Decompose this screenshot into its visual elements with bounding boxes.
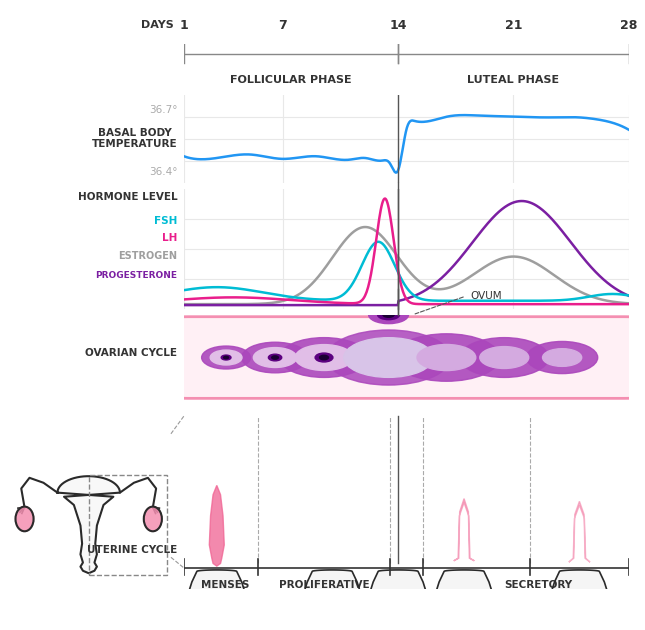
Polygon shape xyxy=(366,570,430,609)
Ellipse shape xyxy=(210,350,242,365)
Polygon shape xyxy=(210,486,224,566)
Ellipse shape xyxy=(221,355,231,360)
FancyBboxPatch shape xyxy=(170,317,642,398)
Ellipse shape xyxy=(15,507,34,531)
Ellipse shape xyxy=(295,345,353,370)
Text: HORMONE LEVEL: HORMONE LEVEL xyxy=(78,192,177,202)
Ellipse shape xyxy=(377,310,399,319)
Polygon shape xyxy=(569,501,590,562)
Ellipse shape xyxy=(417,345,476,370)
Polygon shape xyxy=(184,570,249,609)
Text: LUTEAL PHASE: LUTEAL PHASE xyxy=(468,74,560,84)
Ellipse shape xyxy=(393,334,500,381)
Ellipse shape xyxy=(542,348,582,367)
Polygon shape xyxy=(300,570,364,609)
Text: FOLLICULAR PHASE: FOLLICULAR PHASE xyxy=(230,74,352,84)
Ellipse shape xyxy=(383,312,394,318)
Text: LH: LH xyxy=(162,233,177,243)
Text: DAYS: DAYS xyxy=(141,20,174,30)
Ellipse shape xyxy=(315,353,333,362)
Text: PROGESTERONE: PROGESTERONE xyxy=(95,271,177,280)
Text: OVARIAN CYCLE: OVARIAN CYCLE xyxy=(85,348,177,358)
Text: PROLIFERATIVE: PROLIFERATIVE xyxy=(279,580,369,590)
Text: 14: 14 xyxy=(390,19,407,32)
Text: SECRETORY: SECRETORY xyxy=(504,580,572,590)
Polygon shape xyxy=(57,476,120,573)
Text: BASAL BODY
TEMPERATURE: BASAL BODY TEMPERATURE xyxy=(92,128,177,149)
Text: OVUM: OVUM xyxy=(470,291,502,301)
Text: 7: 7 xyxy=(279,19,287,32)
Ellipse shape xyxy=(326,330,451,385)
Polygon shape xyxy=(454,499,474,561)
Ellipse shape xyxy=(319,355,328,360)
Ellipse shape xyxy=(242,342,308,373)
Text: MENSES: MENSES xyxy=(201,580,249,590)
Text: 36.4°: 36.4° xyxy=(149,167,177,177)
Ellipse shape xyxy=(268,354,282,361)
Polygon shape xyxy=(547,570,612,609)
Ellipse shape xyxy=(368,306,408,324)
Text: UTERINE CYCLE: UTERINE CYCLE xyxy=(87,545,177,555)
Ellipse shape xyxy=(480,346,529,369)
Text: 36.7°: 36.7° xyxy=(149,105,177,115)
Ellipse shape xyxy=(253,348,297,367)
Text: ESTROGEN: ESTROGEN xyxy=(119,251,177,261)
Text: OVULATION: OVULATION xyxy=(362,413,434,423)
Text: 1: 1 xyxy=(179,19,188,32)
Text: 28: 28 xyxy=(620,19,637,32)
Text: FSH: FSH xyxy=(154,216,177,226)
Ellipse shape xyxy=(272,356,279,359)
Ellipse shape xyxy=(202,346,250,369)
Polygon shape xyxy=(432,570,497,609)
Text: 21: 21 xyxy=(505,19,522,32)
Ellipse shape xyxy=(460,338,549,377)
Ellipse shape xyxy=(526,341,598,374)
Ellipse shape xyxy=(279,338,368,377)
Ellipse shape xyxy=(144,507,162,531)
Ellipse shape xyxy=(224,357,228,358)
Ellipse shape xyxy=(344,338,433,377)
